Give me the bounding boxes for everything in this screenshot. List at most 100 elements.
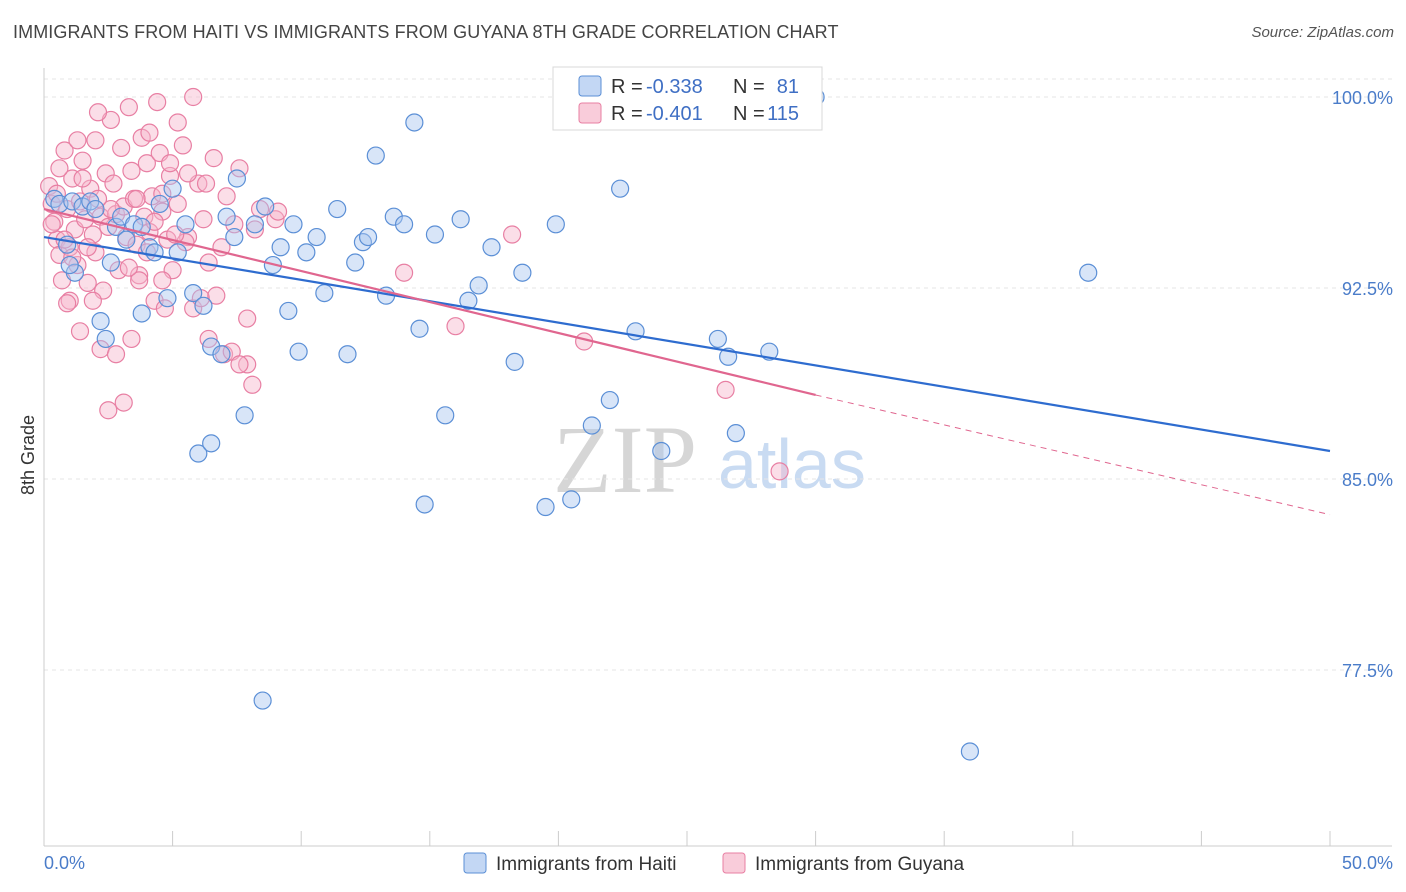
legend-n-value-guyana: 115 [767,103,799,125]
haiti-point-17 [150,194,169,214]
legend-swatch-guyana [578,102,602,124]
guyana-point-99 [446,317,465,336]
guyana-point-34 [119,98,138,117]
haiti-point-61 [582,416,601,435]
guyana-point-29 [106,205,126,224]
guyana-point-28 [104,174,123,193]
guyana-trend-extension [815,394,1331,516]
chart-title: IMMIGRANTS FROM HAITI VS IMMIGRANTS FROM… [13,22,839,42]
haiti-point-18 [158,289,177,308]
haiti-point-38 [328,199,347,219]
guyana-point-21 [86,131,105,150]
guyana-point-96 [245,220,265,239]
haiti-point-33 [284,215,303,234]
haiti-point-23 [202,337,221,356]
haiti-point-79 [86,199,105,219]
haiti-point-25 [217,207,236,226]
guyana-point-2 [45,212,64,231]
trend-layer [43,207,1331,516]
guyana-point-17 [78,273,97,293]
guyana-point-52 [168,194,187,214]
haiti-point-47 [405,113,424,132]
guyana-point-111 [153,271,172,290]
guyana-point-85 [160,154,180,173]
bottom-legend-swatch-guyana [722,852,746,874]
bottom-legend-swatch-haiti [463,852,487,874]
haiti-point-2 [58,235,77,254]
guyana-point-55 [184,87,203,107]
haiti-point-41 [353,233,373,252]
guyana-points [40,87,789,481]
guyana-point-91 [207,286,226,305]
legend-r-value-guyana: -0.401 [646,103,703,125]
legend-r-value-haiti: -0.338 [646,76,703,98]
haiti-point-80 [132,304,151,323]
guyana-point-78 [106,345,126,364]
guyana-point-65 [243,375,262,394]
guyana-point-31 [112,138,131,158]
guyana-point-74 [78,238,97,257]
haiti-point-27 [235,406,254,425]
haiti-point-60 [562,490,581,509]
haiti-point-7 [91,312,110,331]
legend-n-value-haiti: 81 [777,76,799,98]
haiti-point-3 [63,192,82,211]
haiti-point-75 [202,434,221,453]
chart-source: Source: ZipAtlas.com [1251,24,1394,41]
haiti-point-32 [279,301,298,321]
legend-n-label-haiti: N = [733,76,765,98]
y-tick-label-1: 85.0% [1342,470,1393,490]
haiti-point-9 [101,253,120,272]
guyana-point-59 [204,149,223,168]
haiti-point-0 [45,189,64,208]
guyana-point-18 [81,179,100,198]
guyana-point-15 [73,151,92,170]
guyana-point-61 [217,187,236,206]
guyana-point-94 [230,355,249,374]
guyana-point-75 [83,291,102,310]
guyana-point-80 [122,329,141,349]
y-tick-label-0: 77.5% [1342,661,1393,681]
guyana-point-81 [130,271,149,290]
x-tick-label-max: 50.0% [1342,853,1393,873]
haiti-point-68 [726,424,745,443]
haiti-point-52 [451,210,470,229]
guyana-point-62 [225,215,244,234]
haiti-point-73 [253,691,272,710]
guyana-point-107 [101,199,120,219]
haiti-point-36 [307,227,326,247]
haiti-point-72 [960,742,980,761]
guyana-point-114 [196,174,216,193]
haiti-point-55 [482,238,501,257]
haiti-point-54 [469,276,488,295]
guyana-point-14 [70,192,90,211]
haiti-point-12 [117,230,136,249]
haiti-point-76 [163,179,182,198]
haiti-points [45,87,1098,761]
haiti-point-34 [289,342,308,361]
haiti-point-28 [245,215,265,234]
guyana-point-106 [88,103,108,122]
haiti-trend-line [43,235,1331,453]
haiti-point-43 [366,146,385,165]
haiti-point-19 [168,243,187,262]
guyana-point-102 [716,380,735,399]
guyana-trend-line [43,207,816,397]
y-tick-label-3: 100.0% [1332,88,1393,108]
y-axis-label: 8th Grade [18,415,38,495]
haiti-point-39 [338,345,357,364]
haiti-point-40 [346,253,365,272]
haiti-point-49 [415,495,434,514]
axis-layer [43,68,1392,847]
haiti-point-63 [611,179,630,198]
x-tick-label-min: 0.0% [44,853,85,873]
haiti-point-45 [384,207,403,226]
haiti-point-74 [189,444,208,463]
guyana-point-105 [70,322,90,341]
guyana-point-45 [148,92,167,112]
haiti-point-35 [297,243,316,262]
bottom-legend-label-guyana: Immigrants from Guyana [755,854,964,875]
guyana-point-64 [238,355,257,374]
guyana-point-69 [50,159,69,178]
